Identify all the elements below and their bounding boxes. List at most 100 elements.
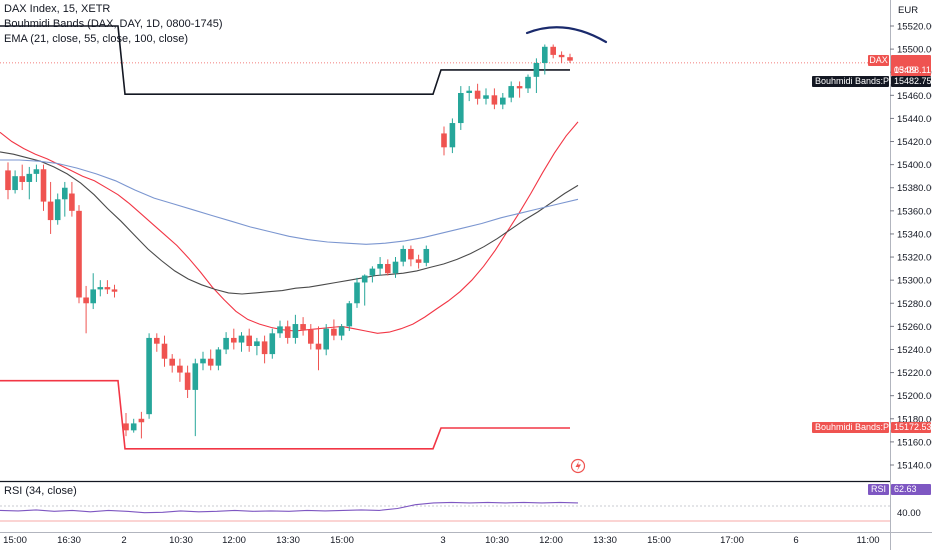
candle-bearish <box>207 358 214 366</box>
candle-bearish <box>19 176 25 182</box>
rsi-label-badge-bg <box>868 484 889 495</box>
candle-bearish <box>385 263 391 274</box>
candle-bearish <box>111 289 118 292</box>
candle-bullish <box>369 268 376 276</box>
dax-label-badge: DAX <box>868 55 889 66</box>
candle-bullish <box>192 363 199 390</box>
y-tick-label: 15200.00 <box>897 391 932 402</box>
candle-bearish <box>47 201 54 221</box>
symbol-title[interactable]: DAX Index, 15, XETR <box>4 3 111 15</box>
candles <box>5 44 573 439</box>
candle-bearish <box>567 57 573 61</box>
candle-bullish <box>269 333 276 355</box>
y-tick-label: 15460.00 <box>897 91 932 102</box>
y-tick-label: 15240.00 <box>897 345 932 356</box>
candle-bullish <box>525 76 531 89</box>
y-tick-label: 15140.00 <box>897 461 932 472</box>
candle-bullish <box>90 289 96 304</box>
candle-bullish <box>542 46 548 63</box>
lightning-icon-ring <box>570 458 586 474</box>
candle-bearish <box>76 210 82 298</box>
candle-bearish <box>231 337 237 343</box>
rsi-tick-label: 40.00 <box>897 508 921 519</box>
candle-bullish <box>130 423 137 431</box>
candle-bullish <box>26 173 33 182</box>
dax-price-badge-bg <box>891 55 931 76</box>
x-tick-label: 13:30 <box>276 535 300 546</box>
x-tick-label: 11:00 <box>856 535 879 546</box>
lower-band-value-badge: 15172.53 <box>891 422 932 433</box>
candle-bullish <box>346 303 353 327</box>
candle-bullish <box>458 93 464 124</box>
candle-bearish <box>415 259 422 263</box>
candle-bullish <box>323 328 329 350</box>
x-tick-label: 2 <box>121 535 126 546</box>
candle-bearish <box>516 86 523 89</box>
lightning-icon <box>570 458 586 474</box>
candle-bullish <box>483 95 489 99</box>
rsi-value-badge-text: 62.63 <box>894 484 917 494</box>
rsi-label-badge: RSI <box>868 484 889 495</box>
candle-bearish <box>177 365 183 373</box>
y-tick-label: 15220.00 <box>897 368 932 379</box>
dax-label-badge-bg <box>868 55 889 66</box>
candle-bullish <box>354 282 360 304</box>
lower-band-label-badge: Bouhmidi Bands:Plot <box>812 422 899 433</box>
y-tick-label: 15400.00 <box>897 160 932 171</box>
upper-band-label-badge-bg <box>812 76 889 87</box>
y-tick-label: 15320.00 <box>897 253 932 264</box>
candle-bullish <box>449 123 456 148</box>
x-tick-label: 10:30 <box>485 535 509 546</box>
y-tick-label: 15380.00 <box>897 183 932 194</box>
ema55-line <box>0 151 579 295</box>
candle-bearish <box>491 95 498 105</box>
x-tick-label: 16:30 <box>57 535 81 546</box>
x-tick-label: 15:00 <box>3 535 27 546</box>
y-tick-label: 15440.00 <box>897 114 932 125</box>
candle-bullish <box>423 248 430 263</box>
upper-band-label-badge: Bouhmidi Bands:Plot <box>812 76 899 87</box>
candle-bullish <box>223 337 229 350</box>
candle-bearish <box>138 418 145 423</box>
candle-bearish <box>246 335 252 347</box>
indicator-legend-rsi[interactable]: RSI (34, close) <box>4 485 77 497</box>
x-tick-label: 15:00 <box>330 535 354 546</box>
candle-bearish <box>154 337 160 344</box>
candle-bearish <box>308 329 314 344</box>
bouhmidi-lower-band <box>0 379 570 450</box>
candle-bullish <box>12 176 18 191</box>
candle-bearish <box>40 169 47 202</box>
candle-bearish <box>284 326 291 338</box>
candle-bearish <box>408 248 414 260</box>
x-tick-label: 6 <box>793 535 798 546</box>
indicator-legend-bands[interactable]: Bouhmidi Bands (DAX, DAY, 1D, 0800-1745) <box>4 18 223 30</box>
rsi-line <box>0 501 579 514</box>
ema100-line <box>0 159 579 245</box>
candle-bullish <box>500 97 506 105</box>
y-tick-label: 15520.00 <box>897 22 932 33</box>
candle-bearish <box>474 90 481 99</box>
dax-price-badge: 15488.11 <box>891 55 931 76</box>
y-tick-label: 15280.00 <box>897 299 932 310</box>
indicator-legend-ema[interactable]: EMA (21, close, 55, close, 100, close) <box>4 33 189 45</box>
hand-drawn-arc <box>525 26 608 44</box>
candle-bullish <box>533 62 540 77</box>
lower-band-label-badge-bg <box>812 422 889 433</box>
candle-bullish <box>292 324 299 338</box>
candle-bearish <box>550 46 556 55</box>
candle-bullish <box>254 341 260 347</box>
upper-band-value-badge-bg <box>891 76 931 87</box>
candle-bearish <box>300 324 306 330</box>
upper-band-label-badge-text: Bouhmidi Bands:Plot <box>815 76 899 86</box>
x-tick-label: 13:30 <box>593 535 617 546</box>
x-tick-label: 12:00 <box>222 535 246 546</box>
candle-bullish <box>97 287 104 290</box>
y-tick-label: 15260.00 <box>897 322 932 333</box>
dax-label-badge-text: DAX <box>869 55 888 65</box>
lower-band-value-badge-text: 15172.53 <box>894 422 932 432</box>
x-tick-label: 15:00 <box>647 535 671 546</box>
y-tick-label: 15360.00 <box>897 206 932 217</box>
